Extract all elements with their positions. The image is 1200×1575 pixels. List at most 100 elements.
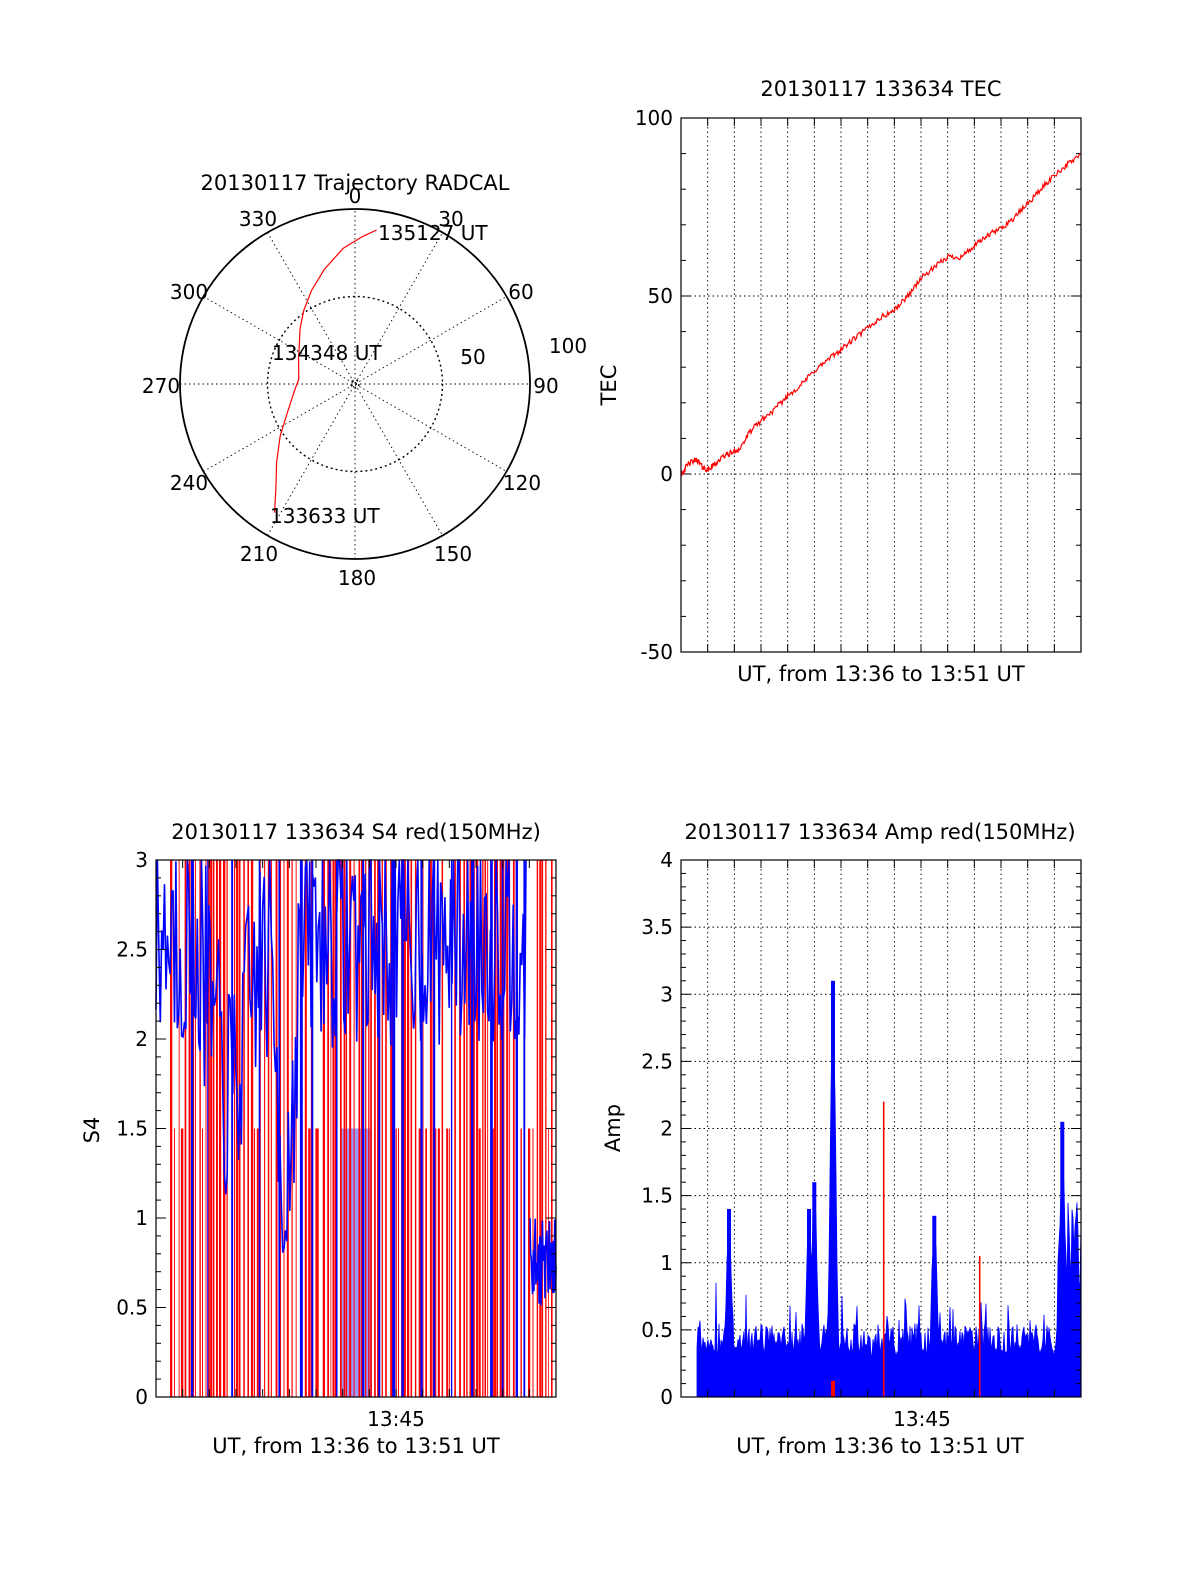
s4-red-bar [322, 860, 325, 1397]
amp-ytick-label: 2.5 [641, 1049, 673, 1073]
amp-ytick-label: 2 [660, 1117, 673, 1141]
s4-red-bar [256, 1128, 259, 1397]
s4-blue-bar [231, 860, 233, 1397]
s4-red-bar [283, 860, 285, 1397]
s4-red-bar [250, 860, 254, 1397]
s4-plot: 20130117 133634 S4 red(150MHz) 0 0.5 1 1.5 2… [80, 820, 557, 1458]
s4-red-bar [469, 860, 472, 1397]
s4-red-bar [295, 860, 297, 1397]
s4-red-bar [332, 860, 335, 1397]
amp-ytick-label: 3 [660, 982, 673, 1006]
amp-y-axis-label: Amp [601, 1104, 625, 1152]
tec-x-axis-label: UT, from 13:36 to 13:51 UT [737, 662, 1025, 686]
s4-red-bar [353, 860, 355, 1397]
s4-blue-bar [515, 860, 518, 1397]
s4-ticks [156, 859, 556, 1398]
s4-x-axis-label: UT, from 13:36 to 13:51 UT [212, 1434, 500, 1458]
s4-red-bar [476, 860, 479, 1397]
s4-red-bar [368, 860, 370, 1397]
s4-red-bar [334, 860, 337, 1397]
amp-peak-bar-3 [831, 980, 835, 1397]
s4-red-bar [502, 860, 505, 1397]
s4-blue-bar [299, 860, 303, 1397]
s4-blue-bar [490, 860, 493, 1397]
s4-blue-bar [278, 860, 281, 1397]
s4-y-tick-labels: 0 0.5 1 1.5 2 2.5 3 [116, 848, 148, 1409]
s4-red-bar [195, 860, 196, 1397]
amp-bars [696, 980, 1082, 1398]
s4-ytick-label: 1 [135, 1206, 148, 1230]
s4-red-bar [188, 860, 191, 1397]
polar-outer-circle [179, 208, 531, 560]
s4-red-bar [202, 1128, 203, 1397]
trajectory-end-label: 135127 UT [378, 221, 488, 245]
s4-red-bar [484, 860, 486, 1397]
polar-azimuth-label-30: 30 [438, 207, 463, 231]
s4-red-bar [425, 1128, 427, 1397]
s4-red-bar [422, 860, 424, 1397]
s4-red-bar [496, 860, 498, 1397]
s4-red-bar [358, 860, 361, 1397]
polar-azimuth-label-90: 90 [533, 374, 558, 398]
s4-red-bar [178, 860, 180, 1397]
s4-red-bar [472, 860, 475, 1397]
s4-red-bar [361, 860, 363, 1397]
s4-red-bar [494, 860, 497, 1397]
amp-ytick-label: 4 [660, 848, 673, 872]
s4-red-bar [170, 860, 173, 1397]
s4-blue-bar [450, 860, 453, 1397]
amp-ytick-label: 1 [660, 1251, 673, 1275]
s4-red-bar [315, 1128, 318, 1397]
amp-y-tick-labels: 0 0.5 1 1.5 2 2.5 3 3.5 4 [641, 848, 673, 1409]
amp-peak-bar-5 [932, 1215, 937, 1397]
s4-red-bar [247, 860, 249, 1397]
polar-azimuth-label-330: 330 [239, 207, 277, 231]
s4-blue-bar [191, 860, 194, 1397]
amp-peak-bar-6 [978, 1256, 981, 1397]
s4-red-bar [528, 1128, 531, 1397]
amp-peak-bar-7 [1060, 1121, 1065, 1397]
amp-frame [680, 859, 1082, 1398]
s4-red-bar [365, 860, 367, 1397]
tec-y-axis-label: TEC [597, 365, 621, 407]
s4-blue-bar [362, 860, 365, 1397]
s4-red-bar [213, 860, 215, 1397]
tec-ytick-label: 100 [635, 106, 673, 130]
amp-title: 20130117 133634 Amp red(150MHz) [684, 820, 1075, 844]
s4-red-bar [432, 860, 434, 1397]
s4-shaded-region [340, 1128, 372, 1397]
s4-red-bar [330, 860, 332, 1397]
amp-ytick-label: 0 [660, 1385, 673, 1409]
s4-red-bar [506, 860, 509, 1397]
s4-red-bar [308, 1128, 311, 1397]
s4-red-bar [466, 860, 468, 1397]
tec-grid [681, 118, 1081, 652]
s4-red-bar [205, 860, 207, 1397]
tec-ytick-label: 0 [660, 462, 673, 486]
s4-red-bar [418, 1128, 422, 1397]
s4-red-bar [180, 1128, 184, 1397]
s4-red-bar [487, 860, 489, 1397]
s4-blue-bar [392, 860, 396, 1397]
s4-blue-bar [207, 860, 209, 1397]
s4-blue-bar [523, 860, 526, 1397]
amp-x-axis-label: UT, from 13:36 to 13:51 UT [736, 1434, 1024, 1458]
polar-azimuth-label-150: 150 [434, 542, 472, 566]
s4-red-bar [279, 860, 281, 1397]
s4-red-bar [385, 860, 387, 1397]
s4-red-bar [491, 1128, 494, 1397]
tec-ticks [681, 117, 1081, 653]
polar-azimuth-label-300: 300 [170, 280, 208, 304]
s4-red-bar [377, 860, 380, 1397]
s4-red-bar [275, 860, 278, 1397]
s4-red-bar [454, 860, 456, 1397]
s4-y-axis-label: S4 [80, 1117, 104, 1144]
polar-azimuth-label-180: 180 [338, 566, 376, 590]
s4-red-bar [184, 860, 187, 1397]
tec-ytick-label: 50 [648, 284, 673, 308]
s4-red-bar [304, 860, 307, 1397]
trajectory-start-label: 133633 UT [270, 504, 380, 528]
s4-blue-bar [258, 860, 261, 1397]
amp-peak-bar-1 [807, 1209, 811, 1397]
